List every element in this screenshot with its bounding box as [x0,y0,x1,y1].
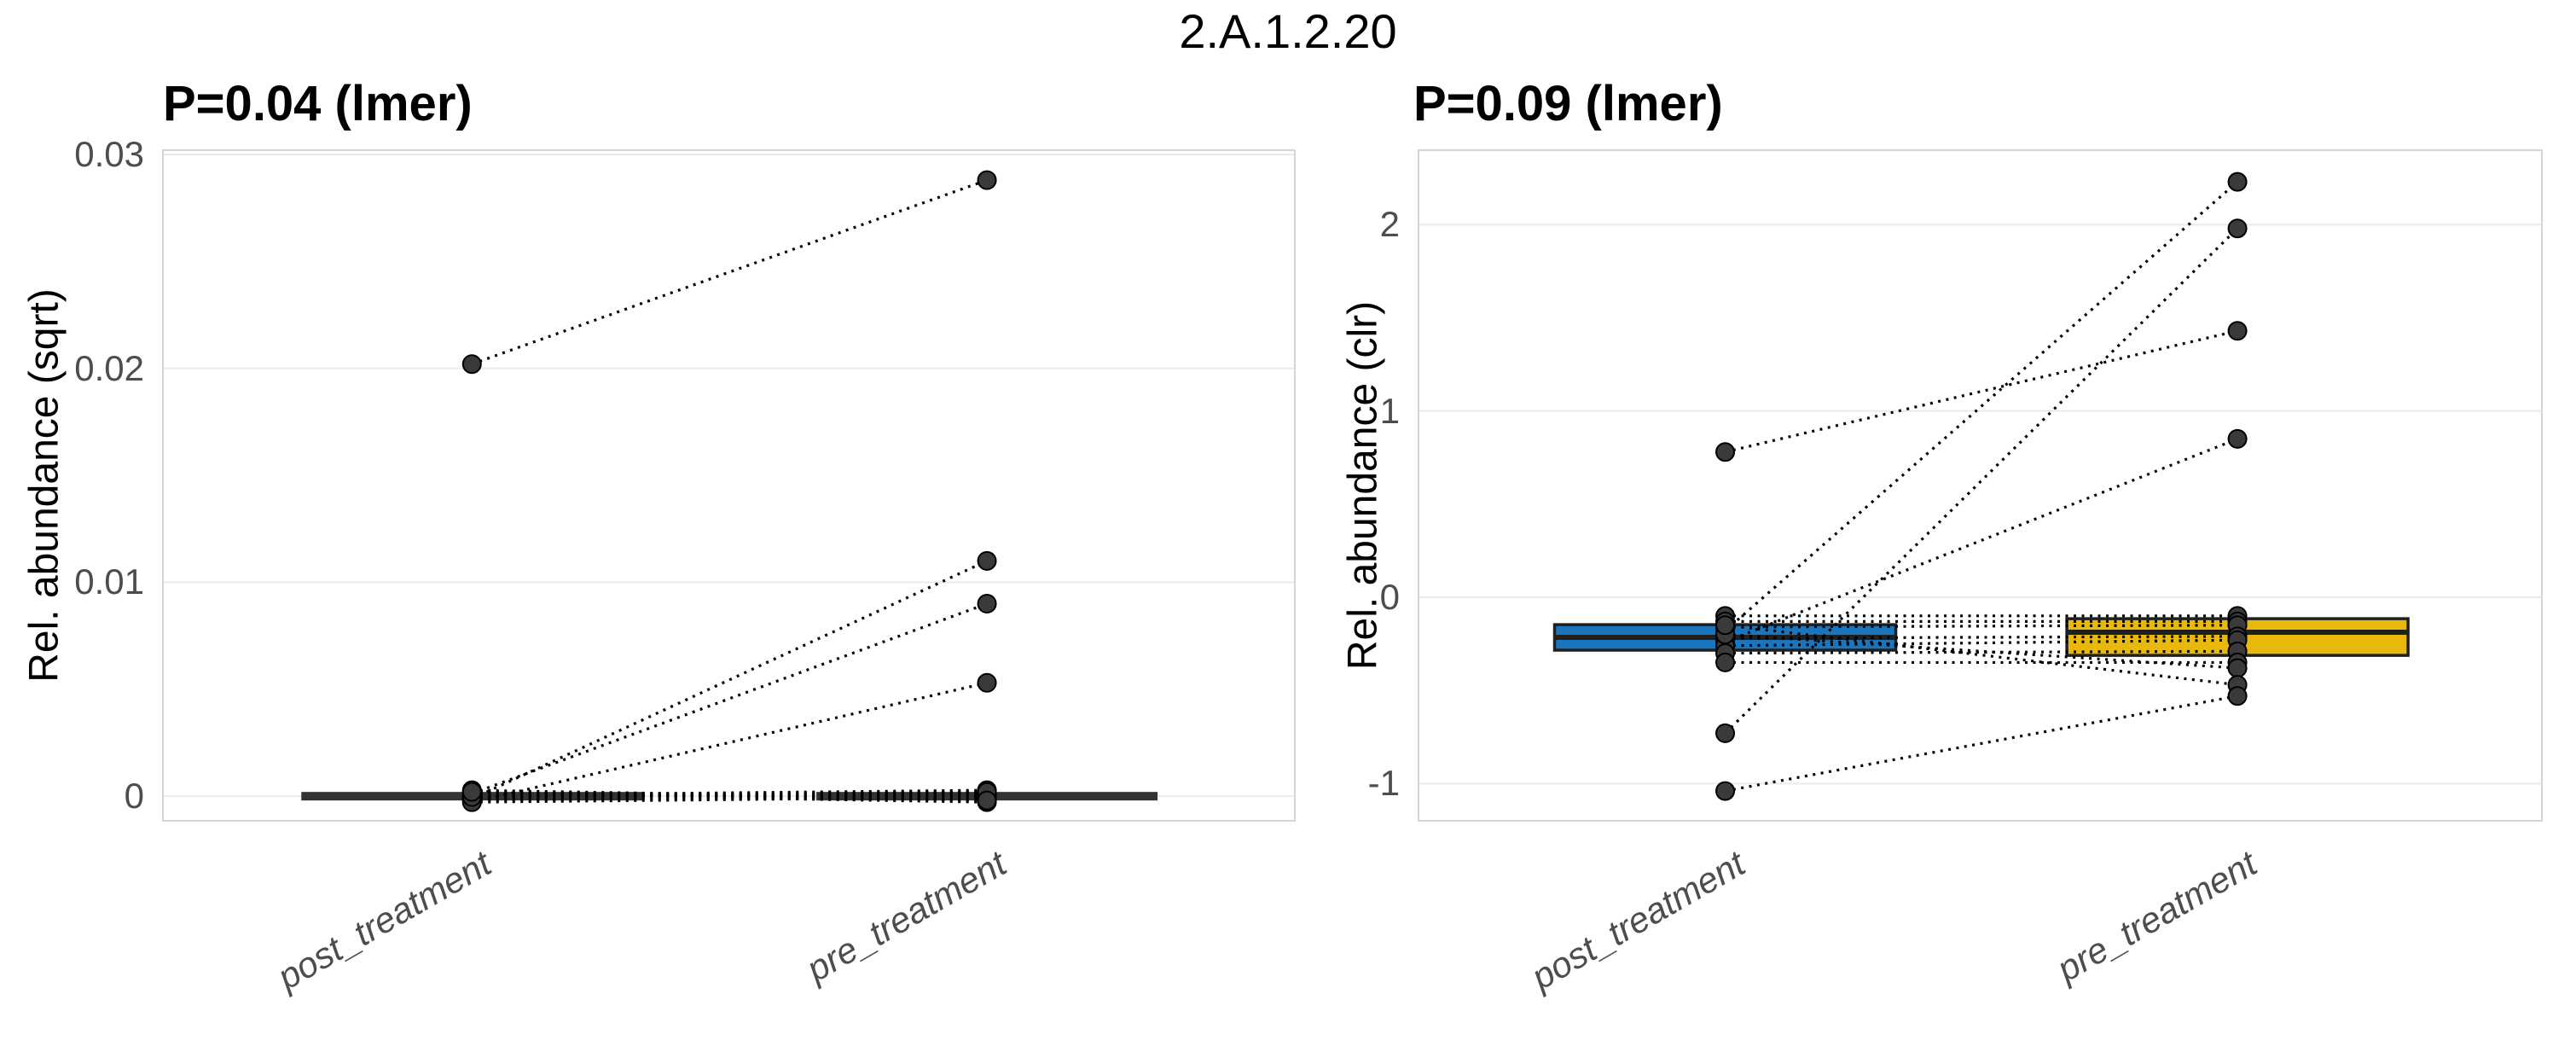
data-point [1715,442,1736,462]
panel-title-right: P=0.09 (lmer) [1413,76,1723,131]
data-point [2227,321,2248,341]
y-tick-label: 0 [124,776,144,817]
figure-title: 2.A.1.2.20 [1179,4,1397,58]
data-point [2227,686,2248,706]
data-point [977,790,997,811]
panel-1 [1418,149,2543,822]
y-tick-label: 0.03 [74,134,144,174]
pair-line [1725,624,2238,687]
data-point [2227,658,2248,678]
pair-line [1725,329,2238,454]
panel-border [162,149,1296,822]
data-point [977,170,997,190]
data-point [977,594,997,614]
y-tick-label: 0 [1379,577,1400,617]
data-point [2227,428,2248,449]
pair-line [1724,180,2239,632]
y-tick-label: 0.02 [74,347,144,388]
data-point [2227,218,2248,239]
data-point [1715,723,1736,743]
plot-canvas [162,149,2543,822]
y-tick-label: 0.01 [74,561,144,602]
pair-line [1724,227,2239,735]
pair-line [471,559,988,800]
pair-line [1725,695,2238,793]
pair-line [1724,437,2238,643]
pair-line [471,681,988,804]
data-point [977,550,997,571]
panel-0 [162,149,1296,822]
data-point [1715,652,1736,672]
data-point [1715,781,1736,801]
data-point [461,354,482,375]
data-point [1715,615,1736,636]
panel-title-left: P=0.04 (lmer) [163,76,473,131]
y-tick-label: 2 [1379,204,1400,245]
data-point [461,782,482,802]
y-tick-label: 1 [1379,390,1400,431]
data-point [2227,171,2248,192]
pair-line [471,178,988,366]
panel-border [1418,149,2543,822]
data-point [977,672,997,693]
pair-line [471,602,988,795]
y-tick-label: -1 [1367,763,1400,804]
